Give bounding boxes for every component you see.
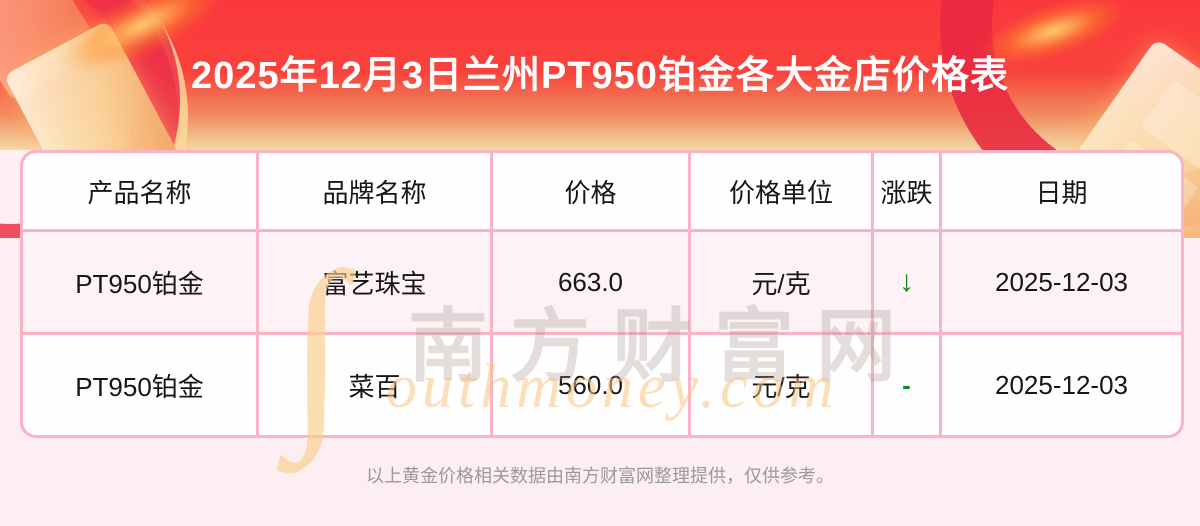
table-cell-price: 663.0	[493, 232, 688, 332]
header-cell-date: 日期	[942, 153, 1181, 229]
header-cell-unit: 价格单位	[691, 153, 871, 229]
header-cell-change: 涨跌	[874, 153, 939, 229]
table-cell-date: 2025-12-03	[942, 335, 1181, 435]
table-cell-brand: 富艺珠宝	[259, 232, 490, 332]
table-cell-product: PT950铂金	[23, 335, 256, 435]
disclaimer-note: 以上黄金价格相关数据由南方财富网整理提供，仅供参考。	[366, 466, 834, 486]
header-cell-product: 产品名称	[23, 153, 256, 229]
table-cell-unit: 元/克	[691, 335, 871, 435]
table-cell-product: PT950铂金	[23, 232, 256, 332]
header-cell-brand: 品牌名称	[259, 153, 490, 229]
table-cell-brand: 菜百	[259, 335, 490, 435]
no-change-dash: -	[874, 335, 939, 435]
table-cell-date: 2025-12-03	[942, 232, 1181, 332]
price-table: 产品名称 品牌名称 价格 价格单位 涨跌 日期 PT950铂金 富艺珠宝 663…	[20, 150, 1184, 438]
table-cell-unit: 元/克	[691, 232, 871, 332]
header-cell-price: 价格	[493, 153, 688, 229]
down-arrow-icon: ↓	[874, 232, 939, 332]
table-cell-price: 560.0	[493, 335, 688, 435]
page-title: 2025年12月3日兰州PT950铂金各大金店价格表	[191, 55, 1009, 97]
